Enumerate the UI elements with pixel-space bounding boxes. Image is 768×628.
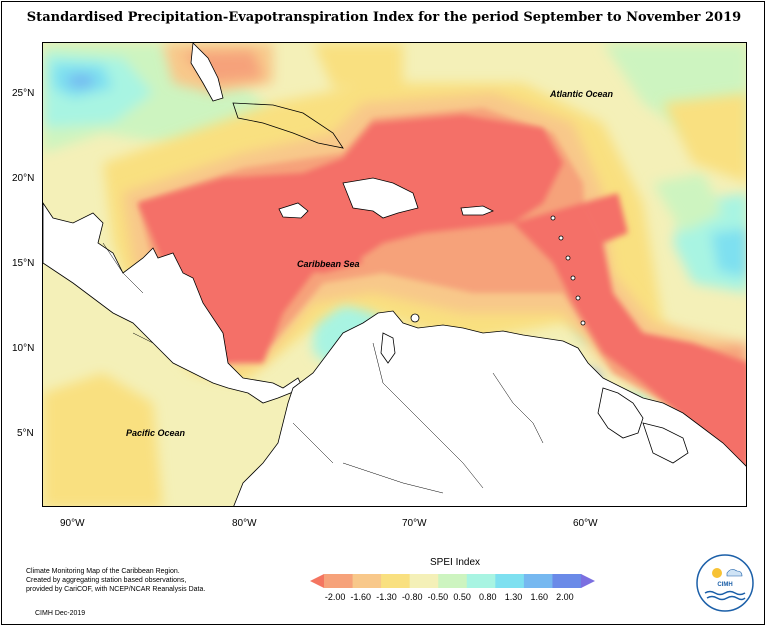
credit-line-2: Created by aggregating station based obs… [26,577,187,584]
lat-tick-10n: 10°N [12,343,35,354]
lat-tick-25n: 25°N [12,88,35,99]
lon-tick-60w: 60°W [573,518,598,529]
legend-tick-label: -0.50 [427,592,449,602]
legend-swatch [523,574,553,588]
legend-swatch [381,574,411,588]
label-atlantic-ocean: Atlantic Ocean [550,89,614,99]
credit-line-3: provided by CariCOF, with NCEP/NCAR Rean… [26,586,206,593]
land-masses [43,202,746,506]
deep-dry-zones [138,115,746,481]
lon-tick-80w: 80°W [232,518,257,529]
cimh-logo: CIMH [696,554,754,612]
legend-colorbar [310,574,595,588]
wave-icon [704,590,746,596]
logo-text: CIMH [717,582,732,588]
cloud-icon [726,569,743,577]
legend-cap-low [310,574,324,588]
sun-icon [712,568,722,578]
lon-tick-90w: 90°W [60,518,85,529]
spei-map [42,42,747,507]
lat-tick-5n: 5°N [17,428,34,439]
legend-tick-label: -1.60 [350,592,372,602]
legend-tick-label: 0.80 [479,592,497,602]
legend-swatch [324,574,354,588]
legend-tick-label: -1.30 [376,592,397,602]
legend-swatch [352,574,382,588]
label-pacific-ocean: Pacific Ocean [126,428,186,438]
legend-tick-label: 1.60 [530,592,548,602]
legend-swatch [495,574,525,588]
lat-tick-15n: 15°N [12,258,35,269]
legend-swatch [552,574,582,588]
legend-title: SPEI Index [430,557,481,568]
lat-tick-20n: 20°N [12,173,35,184]
legend-tick-label: 2.00 [556,592,574,602]
label-caribbean-sea: Caribbean Sea [297,259,360,269]
legend-swatch [438,574,468,588]
legend-tick-label: 0.50 [453,592,471,602]
legend-cap-high [581,574,595,588]
map-canvas [43,43,746,506]
legend-swatch [409,574,439,588]
legend-tick-label: -2.00 [324,592,346,602]
credit-line-1: Climate Monitoring Map of the Caribbean … [26,568,180,575]
islands [190,43,586,326]
borders [102,242,544,494]
legend-swatch [466,574,496,588]
legend-tick-label: 1.30 [504,592,523,602]
legend-tick-label: -0.80 [401,592,423,602]
lon-tick-70w: 70°W [402,518,427,529]
map-title: Standardised Precipitation-Evapotranspir… [26,10,742,25]
credit-stamp: CIMH Dec-2019 [35,610,86,617]
